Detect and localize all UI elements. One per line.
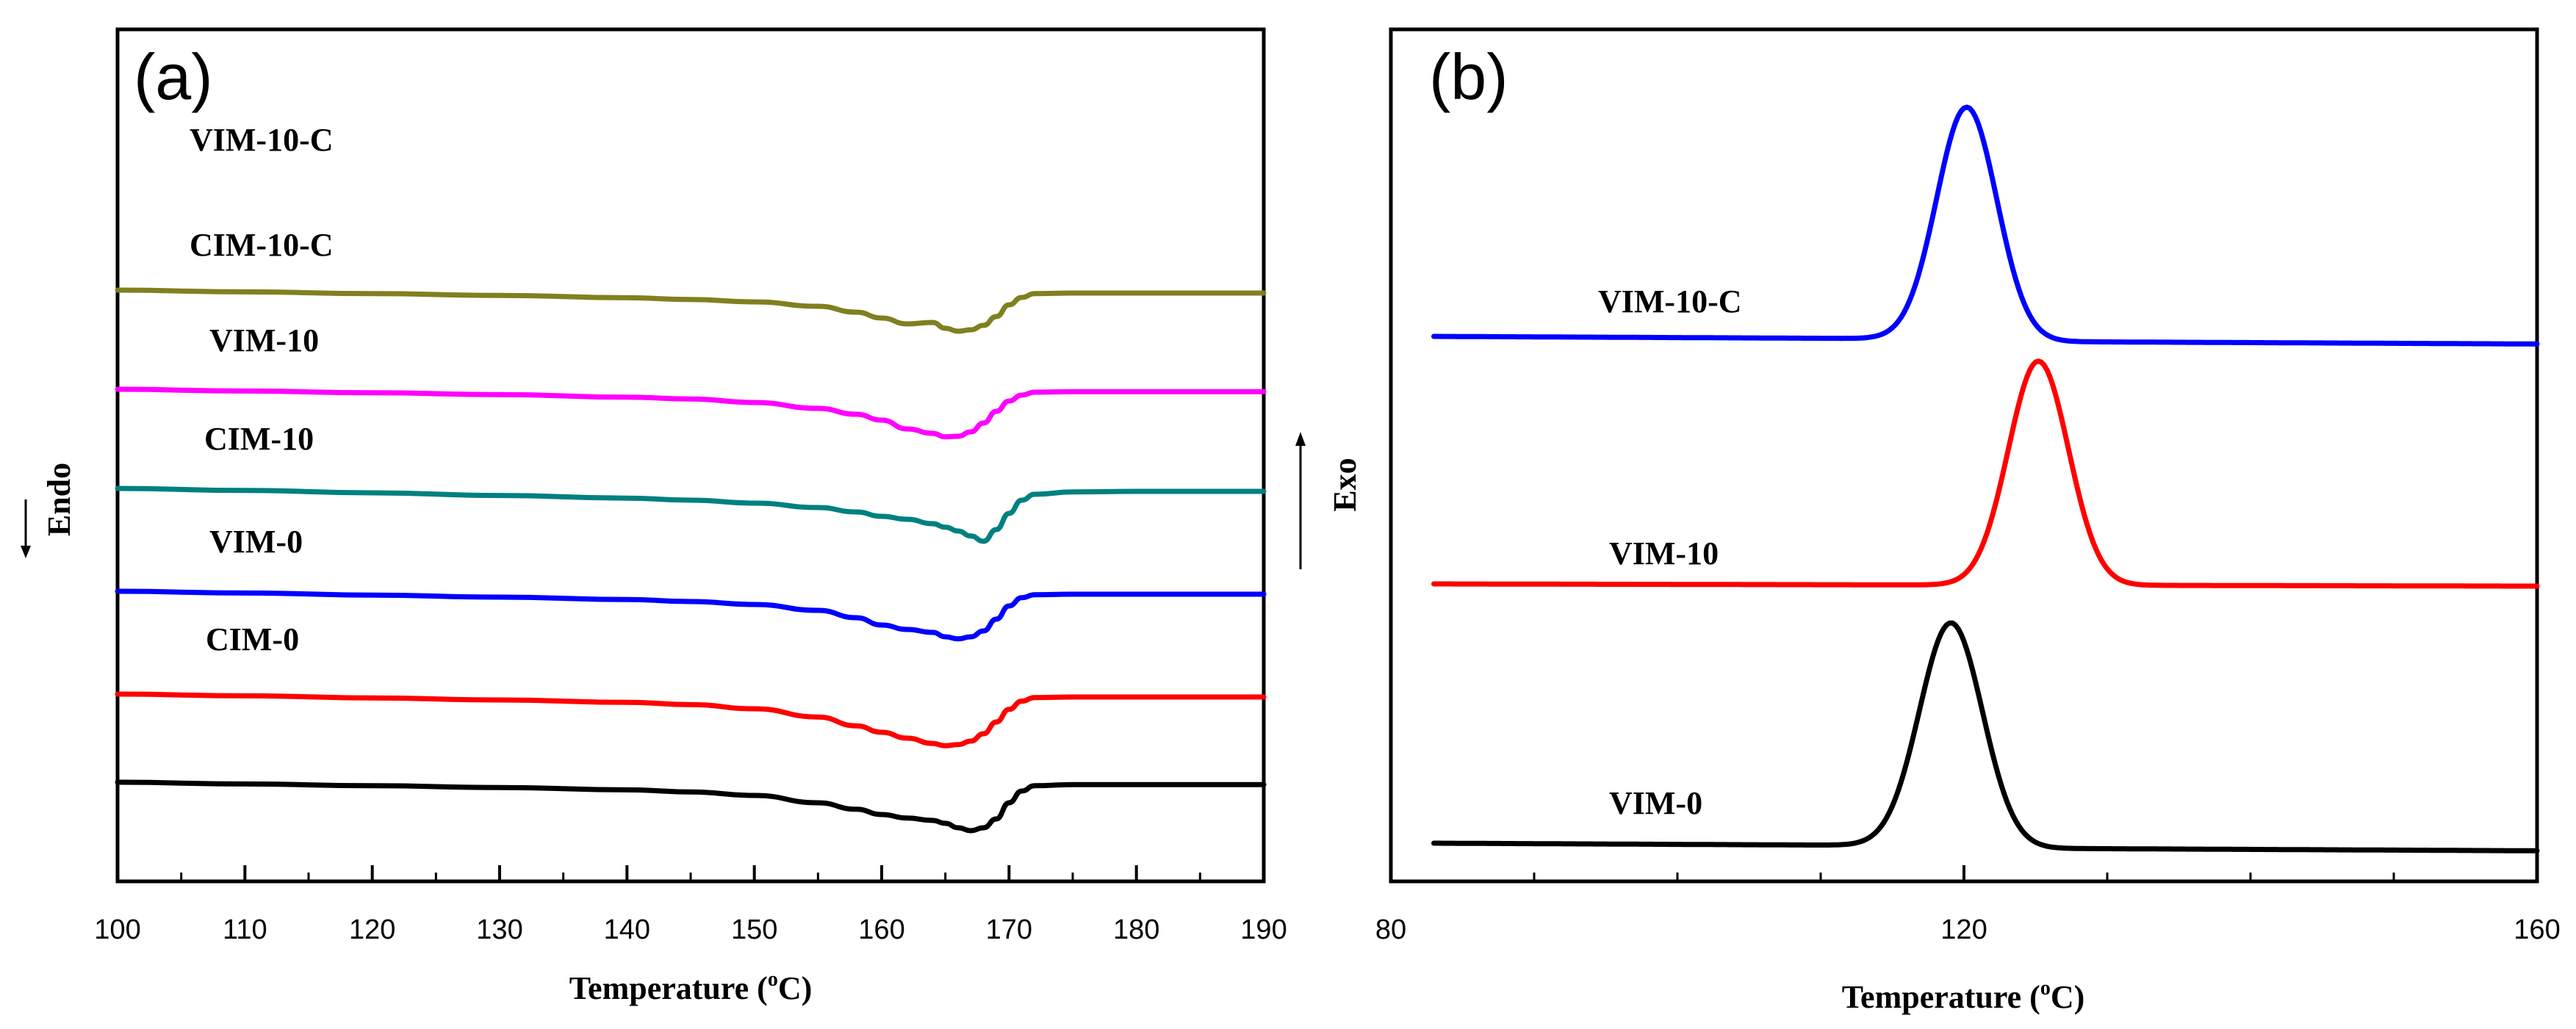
panel-b: 80 120 160 VIM-10-C VIM-10 VIM-0 (b) Tempera… bbox=[1295, 27, 2561, 1015]
panel-a-x-ticks: 100 110 120 130 140 150 160 170 180 190 bbox=[94, 865, 1287, 945]
panel-a-x-tick-label: 120 bbox=[349, 914, 395, 945]
panel-a-curve-cim-0 bbox=[115, 779, 1267, 834]
panel-b-plot-frame bbox=[1389, 27, 2539, 884]
panel-a-curve-vim-0 bbox=[115, 691, 1267, 748]
panel-b-x-tick-label: 120 bbox=[1940, 914, 1987, 945]
panel-a-label-vim-10-c: VIM-10-C bbox=[190, 122, 334, 158]
panel-b-label-vim-0: VIM-0 bbox=[1609, 785, 1702, 821]
panel-a-label-vim-10: VIM-10 bbox=[209, 322, 319, 358]
panel-a-y-axis-title: Endo bbox=[41, 463, 77, 536]
endo-arrow-icon bbox=[21, 499, 31, 558]
panel-a-curve-cim-10-c bbox=[115, 386, 1267, 440]
panel-a-label-cim-10: CIM-10 bbox=[204, 421, 314, 457]
panel-b-curve-vim-10 bbox=[1431, 358, 2540, 589]
panel-b-curves bbox=[1431, 104, 2540, 853]
panel-a-label-cim-0: CIM-0 bbox=[206, 621, 299, 657]
panel-a-x-axis-title: Temperature (oC) bbox=[569, 968, 813, 1006]
panel-a: 100 110 120 130 140 150 160 170 180 190 VIM-10-C C… bbox=[21, 27, 1287, 1006]
panel-b-x-axis-title: Temperature (oC) bbox=[1842, 977, 2085, 1015]
panel-b-series-labels: VIM-10-C VIM-10 VIM-0 bbox=[1598, 284, 1742, 821]
panel-a-label-cim-10-c: CIM-10-C bbox=[190, 227, 334, 263]
panel-b-curve-vim-0 bbox=[1431, 620, 2540, 853]
panel-a-curve-cim-10 bbox=[115, 588, 1267, 642]
panel-b-x-tick-label: 160 bbox=[2514, 914, 2560, 945]
panel-b-y-axis-title: Exo bbox=[1327, 458, 1363, 511]
panel-a-x-tick-label: 160 bbox=[858, 914, 904, 945]
exo-arrow-icon bbox=[1295, 432, 1306, 569]
panel-a-curves bbox=[115, 287, 1267, 834]
panel-a-x-tick-label: 140 bbox=[604, 914, 650, 945]
panel-b-label-vim-10: VIM-10 bbox=[1609, 535, 1719, 571]
panel-b-letter: (b) bbox=[1429, 40, 1508, 113]
panel-a-series-labels: VIM-10-C CIM-10-C VIM-10 CIM-10 VIM-0 CIM-0 bbox=[190, 122, 334, 657]
panel-a-x-tick-label: 110 bbox=[223, 914, 267, 945]
panel-a-x-tick-label: 150 bbox=[731, 914, 777, 945]
panel-a-curve-vim-10 bbox=[115, 485, 1267, 544]
panel-b-label-vim-10-c: VIM-10-C bbox=[1598, 284, 1742, 319]
panel-a-curve-vim-10-c bbox=[115, 287, 1267, 334]
panel-a-x-tick-label: 180 bbox=[1113, 914, 1159, 945]
panel-b-x-tick-label: 80 bbox=[1375, 914, 1406, 945]
panel-a-x-tick-label: 130 bbox=[476, 914, 522, 945]
panel-a-x-tick-label: 100 bbox=[94, 914, 140, 945]
panel-a-x-tick-label: 190 bbox=[1240, 914, 1287, 945]
panel-b-x-ticks: 80 120 160 bbox=[1375, 865, 2561, 945]
panel-a-letter: (a) bbox=[134, 40, 213, 113]
panel-a-label-vim-0: VIM-0 bbox=[209, 524, 303, 560]
panel-a-x-tick-label: 170 bbox=[986, 914, 1032, 945]
panel-b-curve-vim-10-c bbox=[1431, 104, 2540, 347]
